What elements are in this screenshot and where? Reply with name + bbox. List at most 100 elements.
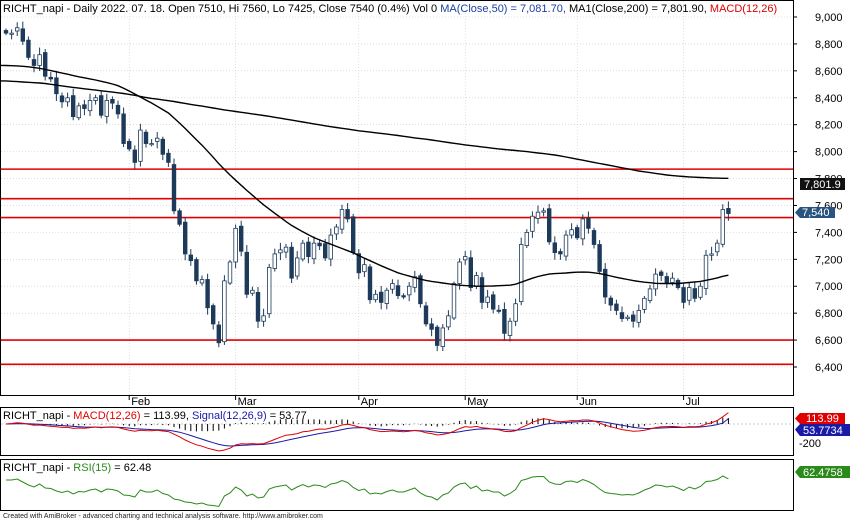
candle-down [395,285,401,297]
candle-up [104,100,109,117]
candle-up [625,316,630,319]
candle-up [535,211,541,219]
rsi-panel [0,459,794,511]
candle-down [726,208,731,214]
candle-up [227,261,233,284]
y-tick-label: 8,400 [815,93,843,105]
candle-up [642,297,647,310]
support-resistance-lines [1,168,793,366]
candle-down [177,210,182,225]
svg-text:113.99: 113.99 [806,413,839,425]
candle-down [614,303,619,311]
close-tag-text: 7,540 [802,207,830,219]
candle-down [121,113,126,144]
candle-down [255,292,261,322]
candle-down [350,216,356,253]
candle-down [603,268,608,298]
x-tick-label: Apr [361,396,378,408]
candle-down [468,257,473,288]
candle-up [65,97,70,103]
candle-up [384,289,389,304]
ma200-line [0,80,729,179]
candlesticks [3,21,731,352]
candle-up [530,215,535,232]
candle-up [541,210,546,213]
candle-up [485,296,490,303]
close-price-tag: 7,540 [795,207,835,219]
candle-up [294,257,300,277]
x-tick-label: May [467,396,488,408]
candle-down [20,28,25,42]
candle-down [619,312,625,319]
candle-up [474,275,479,287]
candle-up [406,285,412,296]
candle-up [519,244,524,302]
candle-up [373,293,378,301]
candle-down [434,326,440,346]
candle-up [670,277,675,283]
candle-down [496,309,501,312]
candle-up [362,264,367,273]
y-tick-label: 6,400 [815,362,843,374]
candle-down [238,225,244,252]
candle-up [339,209,345,230]
candle-up [715,242,720,253]
candle-up [283,246,289,253]
candle-down [356,253,361,274]
candle-down [681,287,686,303]
candle-down [597,244,602,272]
candle-up [569,229,574,236]
candle-down [48,76,53,80]
candle-up [636,310,641,323]
y-tick-label: 8,600 [815,66,843,78]
candle-up [93,97,98,101]
candle-up [580,218,585,240]
candle-up [698,285,703,298]
y-tick-label: 9,000 [815,12,843,24]
candle-down [367,266,373,301]
y-tick-label: 7,400 [815,227,843,239]
candle-down [210,305,216,325]
candle-up [266,266,272,315]
svg-text:53.7734: 53.7734 [803,425,843,437]
candle-up [37,54,42,66]
candle-down [322,243,328,259]
y-tick-label: 7,000 [815,281,843,293]
candle-up [334,226,339,235]
candle-down [345,209,350,220]
candle-up [9,32,14,35]
candle-down [552,242,557,253]
macd-axis-tick: -200 [799,438,821,450]
candle-down [608,297,613,306]
candle-up [703,254,709,289]
candle-up [138,129,143,162]
candle-up [457,261,462,284]
signal-line [5,418,729,447]
chart-header: RICHT_napi - Daily 2022. 07. 18. Open 75… [3,3,777,15]
candle-down [692,288,697,299]
candle-up [272,253,277,269]
candle-up [524,231,529,246]
candle-down [82,104,87,109]
candle-down [143,131,149,144]
rsi-value-tag: 62.4758 [795,466,850,479]
candle-up [412,276,417,288]
y-tick-label: 6,600 [815,335,843,347]
candle-down [289,246,294,279]
candle-down [306,241,311,258]
candle-up [709,253,714,256]
candle-down [43,52,48,77]
candle-down [631,314,636,322]
y-tick-label: 8,000 [815,147,843,159]
y-tick-label: 8,800 [815,39,843,51]
candle-down [429,323,434,330]
candle-up [446,315,451,328]
candle-down [502,308,507,334]
candle-up [149,143,154,146]
candle-up [199,279,205,284]
time-axis: Feb Mar Apr May Jun Jul [128,395,700,408]
footer-credit: Created with AmiBroker - advanced charti… [3,513,323,520]
candle-up [154,137,160,142]
candle-down [127,140,132,150]
candle-down [115,104,121,115]
